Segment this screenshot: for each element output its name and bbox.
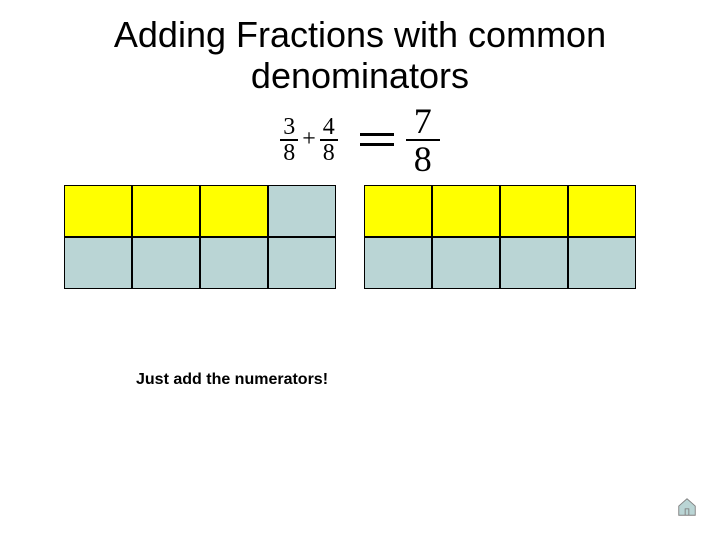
- bar-cell: [268, 237, 336, 289]
- bar-cell: [132, 237, 200, 289]
- bar-cell: [568, 237, 636, 289]
- caption-text: Just add the numerators!: [0, 371, 720, 389]
- bar-cell: [432, 185, 500, 237]
- equals-sign: [360, 133, 394, 146]
- fraction-1-denominator: 8: [280, 141, 298, 165]
- bar-cell: [200, 237, 268, 289]
- bar-cell: [200, 185, 268, 237]
- bar-model-left: [64, 185, 336, 289]
- bar-cell: [64, 185, 132, 237]
- title-line-2: denominators: [251, 55, 469, 96]
- bar-model-right: [364, 185, 636, 289]
- fraction-1: 3 8: [280, 115, 298, 165]
- bar-cell: [64, 237, 132, 289]
- bar-cell: [364, 185, 432, 237]
- bar-cell: [500, 237, 568, 289]
- result-denominator: 8: [411, 141, 435, 177]
- bar-cell: [568, 185, 636, 237]
- title-line-1: Adding Fractions with common: [114, 14, 606, 55]
- home-icon[interactable]: [676, 496, 698, 518]
- fraction-2: 4 8: [320, 115, 338, 165]
- fraction-1-numerator: 3: [280, 115, 298, 139]
- result-numerator: 7: [411, 103, 435, 139]
- bar-cell: [500, 185, 568, 237]
- bar-cell: [432, 237, 500, 289]
- bar-model-row: [0, 185, 720, 289]
- plus-operator: +: [298, 126, 320, 153]
- fraction-equation: 3 8 + 4 8 7 8: [0, 103, 720, 177]
- bar-cell: [268, 185, 336, 237]
- fraction-2-denominator: 8: [320, 141, 338, 165]
- fraction-result: 7 8: [406, 103, 440, 177]
- fraction-2-numerator: 4: [320, 115, 338, 139]
- bar-cell: [132, 185, 200, 237]
- bar-cell: [364, 237, 432, 289]
- page-title: Adding Fractions with common denominator…: [0, 0, 720, 97]
